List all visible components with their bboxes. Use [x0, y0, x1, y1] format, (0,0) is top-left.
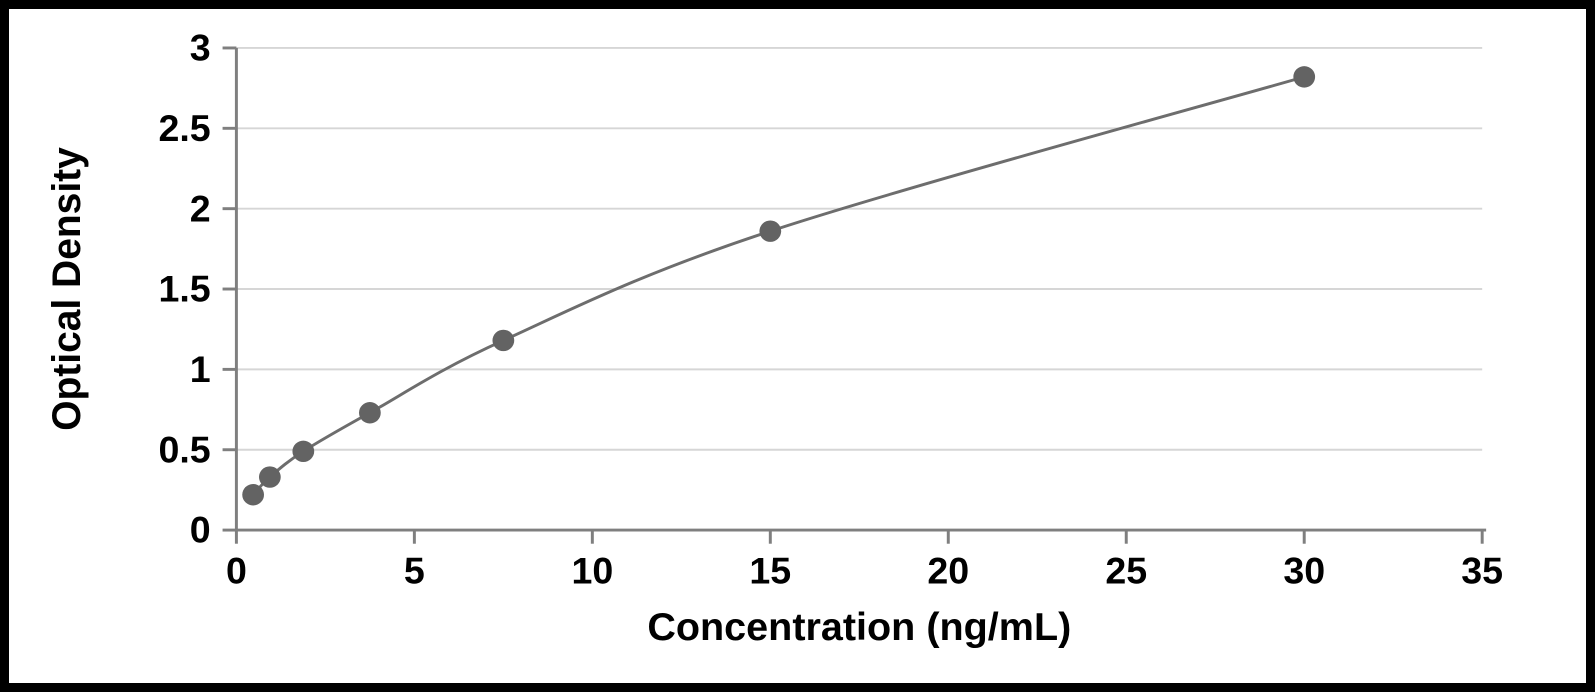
x-tick-label: 15	[749, 550, 791, 592]
gridlines	[236, 46, 1483, 451]
y-tick-label: 2	[190, 188, 211, 230]
data-point-marker	[242, 484, 265, 506]
x-tick-label: 30	[1283, 550, 1325, 592]
x-tick-label: 10	[571, 550, 613, 592]
data-point-marker	[1293, 66, 1316, 88]
y-tick-label: 0	[190, 509, 211, 551]
y-tick-label: 3	[190, 27, 211, 69]
x-tick-label: 5	[404, 550, 425, 592]
tick-labels: 0 5 10 15 20 25 30 35 0 0.5 1 1.5 2 2.5 3	[158, 27, 1503, 592]
y-axis-title: Optical Density	[45, 147, 89, 431]
x-tick-label: 35	[1461, 550, 1503, 592]
data-point-marker	[258, 466, 281, 488]
y-tick-label: 1	[190, 348, 211, 390]
x-tick-label: 20	[927, 550, 969, 592]
data-point-marker	[292, 440, 315, 463]
x-tick-label: 0	[226, 550, 247, 592]
y-tick-label: 0.5	[158, 429, 210, 471]
standard-curve-chart: 0 5 10 15 20 25 30 35 0 0.5 1 1.5 2 2.5 3 Concentratio…	[45, 27, 1503, 649]
data-point-marker	[492, 329, 515, 352]
x-tick-label: 25	[1105, 550, 1147, 592]
y-tick-label: 2.5	[158, 107, 210, 149]
data-points	[242, 66, 1316, 506]
fit-curve-line	[252, 75, 1305, 496]
y-tick-label: 1.5	[158, 268, 210, 310]
x-axis-title: Concentration (ng/mL)	[647, 605, 1071, 649]
tick-marks	[222, 46, 1484, 544]
data-point-marker	[359, 402, 381, 424]
data-point-marker	[759, 220, 782, 242]
